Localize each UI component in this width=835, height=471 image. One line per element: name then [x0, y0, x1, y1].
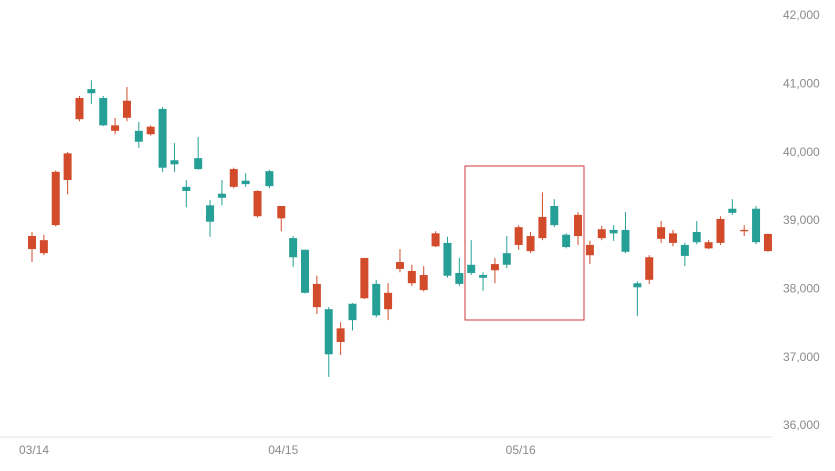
candle-body [574, 214, 583, 237]
candle-body [324, 309, 333, 355]
candle-body [336, 328, 345, 343]
candle-body [526, 236, 535, 252]
y-tick-label: 36,000 [783, 418, 820, 432]
candle-body [51, 171, 60, 226]
candle-body [194, 158, 203, 170]
candle-body [122, 100, 131, 118]
candle-body [716, 218, 725, 243]
candle-body [206, 205, 215, 222]
candle-body [479, 275, 488, 278]
candle-body [146, 126, 155, 135]
x-tick-label: 05/16 [506, 443, 536, 457]
candle-body [407, 270, 416, 284]
candle-body [419, 275, 428, 291]
y-tick-label: 38,000 [783, 282, 820, 296]
candle-body [680, 244, 689, 256]
candle-body [182, 186, 191, 191]
candle-body [241, 180, 250, 185]
candle-body [455, 272, 464, 284]
candle-body [657, 227, 666, 239]
highlight-box [464, 165, 585, 321]
candle-body [728, 208, 737, 213]
candle-body [111, 125, 120, 131]
candle-body [301, 249, 310, 293]
candle-body [633, 283, 642, 288]
candle-body [384, 292, 393, 310]
candle-body [277, 205, 286, 219]
y-tick-label: 37,000 [783, 350, 820, 364]
candle-body [63, 153, 72, 181]
candle-body [752, 208, 761, 243]
candle-body [395, 262, 404, 269]
x-tick-label: 03/14 [19, 443, 49, 457]
y-tick-label: 39,000 [783, 213, 820, 227]
candle-body [312, 283, 321, 308]
candle-body [562, 234, 571, 248]
candle-body [538, 216, 547, 239]
candle-body [99, 98, 108, 126]
candle-body [467, 264, 476, 273]
candle-body [514, 227, 523, 245]
candle-body [265, 171, 274, 187]
candle-body [28, 236, 36, 250]
candle-body [134, 130, 143, 142]
candle-body [431, 233, 440, 247]
candle-body [229, 169, 238, 187]
candle-body [158, 108, 167, 168]
y-tick-label: 41,000 [783, 77, 820, 91]
candle-body [348, 303, 357, 321]
candle-body [597, 229, 606, 239]
candle-body [75, 98, 84, 120]
candle-body [740, 229, 749, 232]
candle-body [609, 229, 618, 234]
candle-body [704, 242, 713, 249]
candle-body [170, 160, 179, 165]
candle-body [502, 253, 511, 265]
candle-body [360, 257, 369, 299]
candle-body [443, 242, 452, 276]
x-tick-label: 04/15 [268, 443, 298, 457]
candle-body [645, 257, 654, 280]
candle-body [39, 240, 48, 254]
candle-body [621, 229, 630, 252]
candle-body [585, 244, 594, 256]
candle-body [490, 264, 499, 271]
candle-body [87, 89, 96, 94]
candle-body [253, 190, 262, 217]
candle-body [668, 233, 677, 243]
candle-body [763, 234, 772, 252]
y-tick-label: 42,000 [783, 8, 820, 22]
candle-body [550, 205, 559, 226]
candle-body [692, 231, 701, 243]
candle-body [217, 193, 226, 198]
candle-body [289, 238, 298, 258]
y-tick-label: 40,000 [783, 145, 820, 159]
candle-body [372, 283, 381, 316]
